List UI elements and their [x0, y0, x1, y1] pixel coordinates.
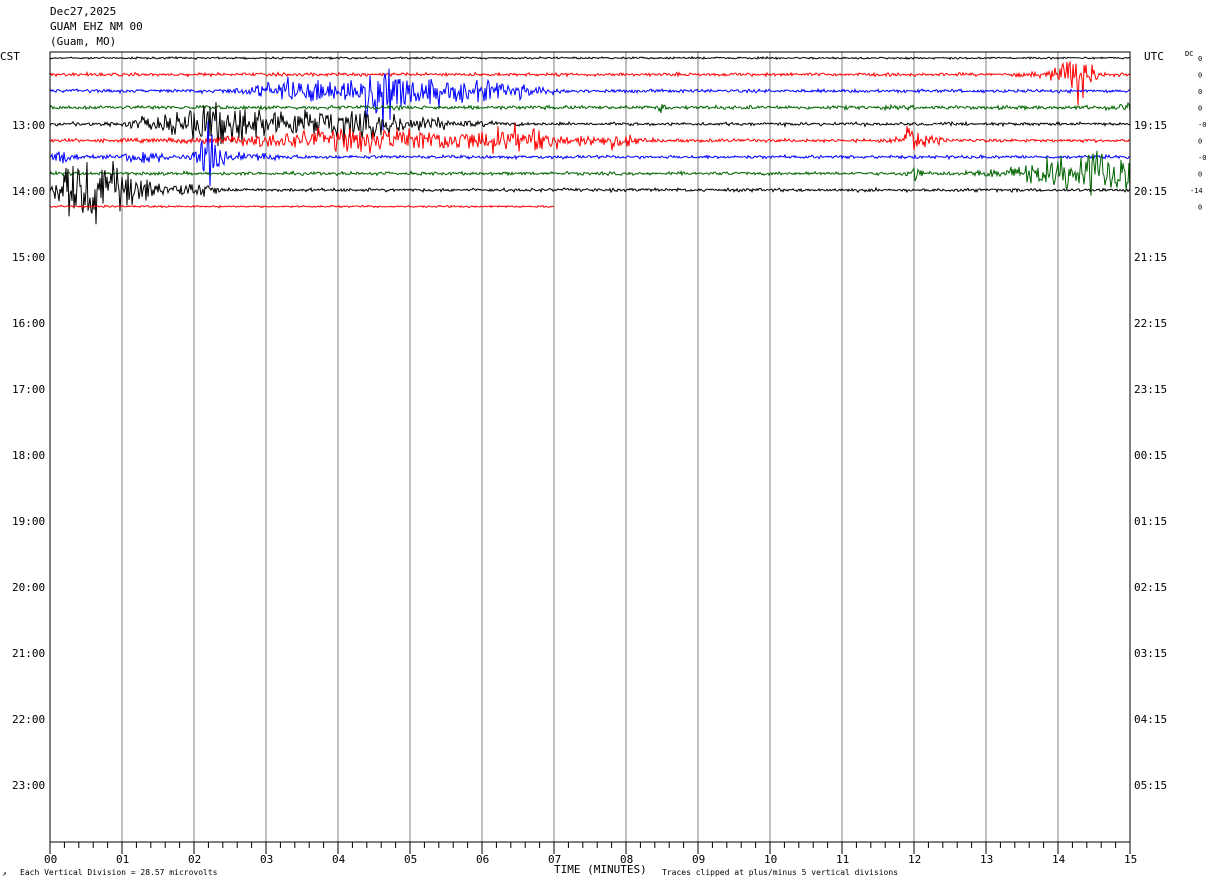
cst-hour-label: 15:00 [12, 251, 45, 264]
x-tick-label: 01 [116, 853, 129, 866]
x-tick-label: 06 [476, 853, 489, 866]
dc-offset-label: -0 [1198, 154, 1206, 162]
dc-offset-label: 0 [1198, 88, 1202, 96]
trace-10-red [49, 204, 555, 209]
utc-hour-label: 02:15 [1134, 581, 1167, 594]
utc-hour-label: 03:15 [1134, 647, 1167, 660]
date-label: Dec27,2025 [50, 5, 117, 18]
dc-offset-label: 0 [1198, 72, 1202, 80]
utc-hour-label: 00:15 [1134, 449, 1167, 462]
plot-border [49, 51, 1131, 843]
x-tick-label: 12 [908, 853, 921, 866]
cst-hour-label: 14:00 [12, 185, 45, 198]
dc-offset-label: -14 [1190, 187, 1203, 195]
location-label: (Guam, MO) [50, 35, 117, 48]
utc-hour-label: 22:15 [1134, 317, 1167, 330]
x-tick-label: 07 [548, 853, 561, 866]
x-tick-label: 15 [1124, 853, 1137, 866]
x-tick-label: 00 [44, 853, 57, 866]
cst-hour-label: 19:00 [12, 515, 45, 528]
x-tick-label: 11 [836, 853, 849, 866]
trace-6-red [49, 123, 1131, 154]
utc-hour-label: 23:15 [1134, 383, 1167, 396]
trace-2-red [49, 60, 1131, 106]
cst-hour-label: 16:00 [12, 317, 45, 330]
x-tick-label: 04 [332, 853, 346, 866]
dc-offset-label: 0 [1198, 171, 1202, 179]
dc-offset-label: -0 [1198, 121, 1206, 129]
axes: 00 01 02 03 04 05 06 07 08 09 10 11 12 13 14 1513:0014:… [12, 51, 1206, 866]
x-tick-label: 09 [692, 853, 705, 866]
cst-hour-label: 18:00 [12, 449, 45, 462]
x-tick-label: 02 [188, 853, 201, 866]
dc-offset-label: 0 [1198, 204, 1202, 212]
cst-label: CST [0, 50, 20, 63]
utc-hour-label: 01:15 [1134, 515, 1167, 528]
dc-label: DC [1185, 50, 1193, 58]
x-tick-label: 14 [1052, 853, 1066, 866]
dc-offset-label: 0 [1198, 105, 1202, 113]
trace-8-green [49, 150, 1131, 196]
cst-hour-label: 21:00 [12, 647, 45, 660]
trace-3-blue [49, 68, 1131, 131]
dc-offset-label: 0 [1198, 138, 1202, 146]
utc-hour-label: 04:15 [1134, 713, 1167, 726]
utc-label: UTC [1144, 50, 1164, 63]
x-tick-label: 13 [980, 853, 993, 866]
vertical-division-note: Each Vertical Division = 28.57 microvolt… [20, 868, 218, 877]
dc-offset-label: 0 [1198, 55, 1202, 63]
trace-5-black [49, 102, 1131, 147]
utc-hour-label: 21:15 [1134, 251, 1167, 264]
cst-hour-label: 20:00 [12, 581, 45, 594]
utc-hour-label: 05:15 [1134, 779, 1167, 792]
seismic-traces [49, 55, 1131, 225]
utc-hour-label: 20:15 [1134, 185, 1167, 198]
trace-9-black [49, 160, 1131, 225]
cst-hour-label: 13:00 [12, 119, 45, 132]
station-label: GUAM EHZ NM 00 [50, 20, 143, 33]
cst-hour-label: 17:00 [12, 383, 45, 396]
cst-hour-label: 22:00 [12, 713, 45, 726]
cst-hour-label: 23:00 [12, 779, 45, 792]
trace-4-green [49, 101, 1131, 114]
clip-note: Traces clipped at plus/minus 5 vertical … [662, 868, 898, 877]
x-tick-label: 10 [764, 853, 777, 866]
x-tick-label: 08 [620, 853, 633, 866]
corner-mark: ↗ [2, 869, 7, 878]
utc-hour-label: 19:15 [1134, 119, 1167, 132]
trace-1-black [49, 55, 1131, 61]
x-tick-label: 03 [260, 853, 273, 866]
x-tick-label: 05 [404, 853, 417, 866]
x-axis-title: TIME (MINUTES) [554, 863, 647, 876]
trace-7-blue [49, 121, 1131, 187]
